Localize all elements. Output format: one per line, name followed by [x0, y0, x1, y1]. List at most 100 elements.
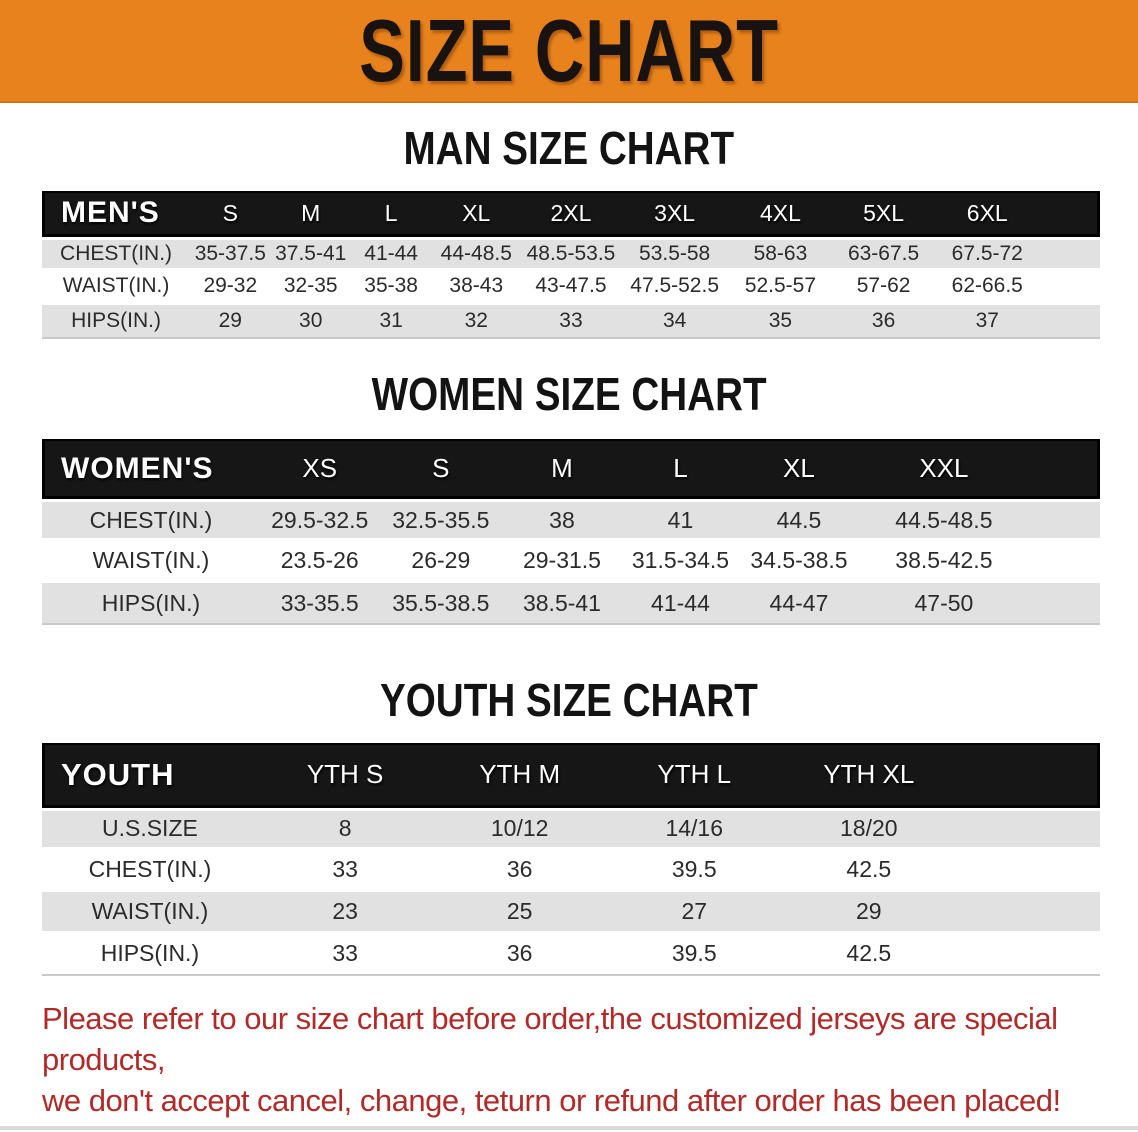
size-column-header: 2XL [521, 190, 621, 237]
measurement-value: 62-66.5 [934, 270, 1040, 305]
size-column-header: XL [739, 439, 859, 500]
header-spacer [1039, 190, 1100, 237]
disclaimer-text: Please refer to our size chart before or… [42, 998, 1118, 1121]
measurement-value: 42.5 [781, 849, 957, 892]
bottom-divider [0, 1126, 1138, 1130]
section-title-men-text: MAN SIZE CHART [403, 122, 735, 174]
size-column-header: M [502, 439, 622, 500]
measurement-value: 57-62 [832, 270, 935, 305]
measurement-value: 48.5-53.5 [521, 236, 621, 271]
youth-table-container: YOUTH YTH S YTH M YTH L YTH XL U.S.SIZE 8 10/12… [42, 742, 1100, 976]
size-column-header: XXL [858, 439, 1030, 500]
size-column-header: 4XL [728, 190, 833, 237]
measurement-value: 37 [934, 304, 1040, 339]
measurement-value: 44-48.5 [431, 236, 522, 271]
row-label: HIPS(IN.) [42, 933, 258, 976]
row-spacer [956, 933, 1100, 976]
size-table: MEN'S S M L XL 2XL 3XL 4XL 5XL 6XL CHEST(IN.) 35-37… [42, 190, 1100, 339]
measurement-value: 39.5 [606, 849, 782, 892]
measurement-value: 44.5-48.5 [858, 499, 1030, 542]
measurement-value: 43-47.5 [521, 270, 621, 305]
measurement-value: 14/16 [606, 807, 782, 850]
measurement-value: 35-38 [350, 270, 432, 305]
measurement-row: HIPS(IN.) 33 36 39.5 42.5 [42, 933, 1100, 976]
size-column-header: S [379, 439, 503, 500]
row-label: HIPS(IN.) [42, 304, 191, 339]
measurement-value: 29.5-32.5 [259, 499, 380, 542]
measurement-value: 31.5-34.5 [621, 541, 740, 584]
row-spacer [956, 849, 1100, 892]
size-column-header: XL [431, 190, 522, 237]
measurement-value: 41-44 [621, 583, 740, 626]
header-spacer [1029, 439, 1100, 500]
measurement-row: WAIST(IN.) 23 25 27 29 [42, 891, 1100, 934]
row-spacer [1039, 304, 1100, 339]
measurement-row: HIPS(IN.) 33-35.5 35.5-38.5 38.5-41 41-44 44-… [42, 583, 1100, 626]
row-label: U.S.SIZE [42, 807, 258, 850]
size-chart-banner: SIZE CHART [0, 0, 1138, 103]
measurement-value: 41 [621, 499, 740, 542]
measurement-value: 29-32 [190, 270, 271, 305]
row-label: HIPS(IN.) [42, 583, 260, 626]
size-column-header: L [350, 190, 432, 237]
header-spacer [956, 742, 1100, 808]
size-column-header: 3XL [620, 190, 729, 237]
size-column-header: YTH M [432, 742, 607, 808]
measurement-value: 30 [270, 304, 351, 339]
row-label: WAIST(IN.) [42, 270, 191, 305]
table-header-row: YOUTH YTH S YTH M YTH L YTH XL [42, 742, 1100, 808]
measurement-value: 32 [431, 304, 522, 339]
banner-title: SIZE CHART [359, 0, 779, 100]
measurement-value: 47.5-52.5 [620, 270, 729, 305]
section-title-youth-text: YOUTH SIZE CHART [380, 674, 758, 727]
measurement-value: 63-67.5 [832, 236, 935, 271]
row-spacer [1029, 541, 1100, 584]
row-spacer [1029, 499, 1100, 542]
measurement-value: 36 [832, 304, 935, 339]
measurement-value: 23.5-26 [259, 541, 380, 584]
measurement-value: 38 [502, 499, 622, 542]
row-label: WAIST(IN.) [42, 541, 260, 584]
section-title-men: MAN SIZE CHART [0, 123, 1138, 174]
size-table: WOMEN'S XS S M L XL XXL CHEST(IN.) 29.5-32.5 32.5… [42, 439, 1100, 626]
row-spacer [1039, 270, 1100, 305]
measurement-value: 58-63 [728, 236, 833, 271]
measurement-value: 44.5 [739, 499, 859, 542]
measurement-value: 36 [432, 933, 607, 976]
measurement-value: 53.5-58 [620, 236, 729, 271]
measurement-value: 36 [432, 849, 607, 892]
disclaimer-line-2: we don't accept cancel, change, teturn o… [42, 1082, 1061, 1118]
measurement-value: 33 [257, 933, 433, 976]
table-header-row: WOMEN'S XS S M L XL XXL [42, 439, 1100, 500]
measurement-value: 34 [620, 304, 729, 339]
measurement-value: 34.5-38.5 [739, 541, 859, 584]
measurement-value: 29-31.5 [502, 541, 622, 584]
row-label: CHEST(IN.) [42, 499, 260, 542]
measurement-value: 33-35.5 [259, 583, 380, 626]
disclaimer-line-1: Please refer to our size chart before or… [42, 1000, 1058, 1077]
measurement-row: CHEST(IN.) 29.5-32.5 32.5-35.5 38 41 44.5 44.5… [42, 499, 1100, 542]
measurement-value: 38-43 [431, 270, 522, 305]
measurement-value: 35 [728, 304, 833, 339]
size-column-header: YTH L [606, 742, 782, 808]
measurement-value: 41-44 [350, 236, 432, 271]
size-column-header: 6XL [934, 190, 1040, 237]
measurement-value: 8 [257, 807, 433, 850]
size-column-header: 5XL [832, 190, 935, 237]
measurement-value: 27 [606, 891, 782, 934]
table-title-cell: WOMEN'S [42, 439, 260, 500]
measurement-value: 32-35 [270, 270, 351, 305]
measurement-value: 25 [432, 891, 607, 934]
size-column-header: YTH S [257, 742, 433, 808]
row-label: CHEST(IN.) [42, 236, 191, 271]
measurement-value: 52.5-57 [728, 270, 833, 305]
mens-table-container: MEN'S S M L XL 2XL 3XL 4XL 5XL 6XL CHEST(IN.) 35-37… [42, 190, 1100, 339]
table-title-cell: YOUTH [42, 742, 258, 808]
measurement-value: 29 [190, 304, 271, 339]
measurement-value: 23 [257, 891, 433, 934]
size-column-header: M [270, 190, 351, 237]
measurement-value: 18/20 [781, 807, 957, 850]
row-label: WAIST(IN.) [42, 891, 258, 934]
size-column-header: L [621, 439, 740, 500]
measurement-value: 26-29 [379, 541, 503, 584]
